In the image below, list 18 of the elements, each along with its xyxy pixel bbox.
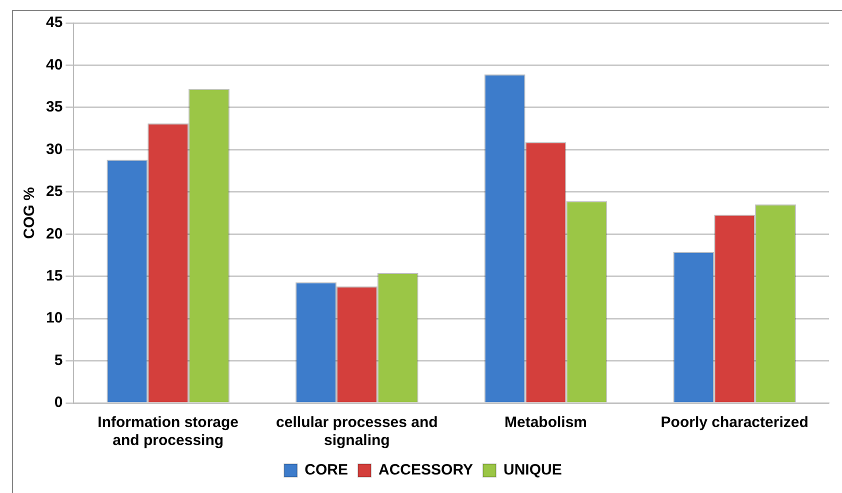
y-tick-label: 15 [46, 267, 63, 284]
y-tick-label: 40 [46, 56, 63, 74]
legend-label: ACCESSORY [378, 462, 473, 479]
legend-label: CORE [304, 462, 348, 479]
y-tick-label: 0 [54, 394, 63, 412]
y-tick-label: 30 [46, 140, 63, 158]
y-tick-label: 45 [46, 14, 63, 32]
y-axis-title: COG % [21, 187, 38, 239]
x-tick-label: Poorly characterized [660, 414, 808, 432]
y-tick-label: 25 [46, 183, 63, 200]
x-tick-label: cellular processes and signaling [276, 414, 438, 450]
y-tick-label: 10 [46, 310, 63, 327]
x-tick-label: Metabolism [504, 414, 588, 432]
x-tick-label: Information storage and processing [98, 414, 239, 450]
y-tick-label: 5 [54, 352, 63, 369]
legend-label: UNIQUE [503, 462, 562, 479]
y-tick-label: 20 [46, 225, 63, 242]
y-tick-label: 35 [46, 98, 63, 116]
